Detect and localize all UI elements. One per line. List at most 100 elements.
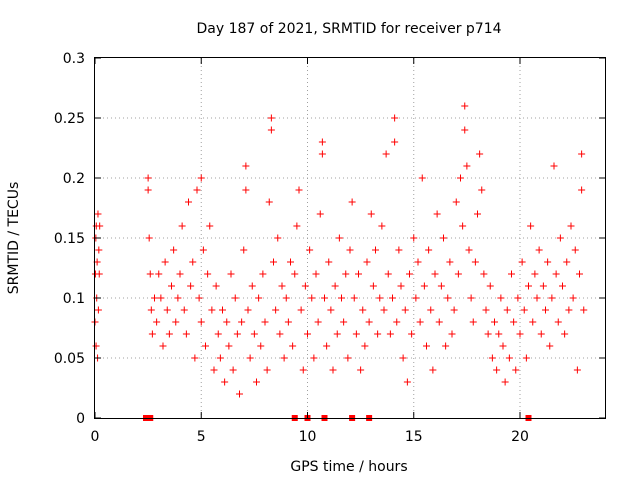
y-tick-label: 0.1 — [63, 291, 85, 307]
data-point — [231, 294, 239, 302]
data-point — [352, 330, 360, 338]
y-tick-labels: 0 0.05 0.1 0.15 0.2 0.25 0.3 — [54, 51, 85, 427]
data-point — [145, 234, 153, 242]
data-point — [199, 246, 207, 254]
data-point — [440, 234, 447, 242]
data-point — [174, 294, 182, 302]
data-point — [491, 318, 498, 326]
data-point — [229, 366, 237, 374]
y-tick-label: 0.15 — [54, 231, 85, 247]
data-point — [240, 246, 248, 254]
data-point — [225, 342, 233, 350]
data-point — [503, 306, 511, 314]
data-point — [301, 282, 309, 290]
data-point — [287, 258, 294, 266]
data-point — [569, 294, 577, 302]
data-point — [172, 318, 180, 326]
data-point — [561, 330, 569, 338]
data-point — [242, 162, 250, 170]
x-tick-label: 0 — [91, 429, 100, 445]
data-point — [529, 318, 537, 326]
data-point — [395, 246, 403, 254]
data-point — [187, 282, 195, 290]
data-point — [518, 258, 526, 266]
data-point — [255, 294, 263, 302]
data-point — [94, 210, 102, 218]
data-point — [476, 150, 484, 158]
data-point — [376, 294, 384, 302]
data-point — [425, 246, 433, 254]
data-point — [429, 366, 437, 374]
y-tick-label: 0.05 — [54, 351, 85, 367]
data-point — [151, 294, 158, 302]
data-point — [484, 330, 492, 338]
data-point — [448, 330, 456, 338]
data-point — [539, 282, 547, 290]
data-point — [480, 270, 488, 278]
data-point — [333, 330, 341, 338]
data-point — [282, 294, 290, 302]
data-point — [423, 342, 430, 350]
data-point — [92, 342, 100, 350]
x-tick-labels: 0 5 10 15 20 — [91, 429, 529, 445]
data-point — [212, 282, 220, 290]
data-point — [223, 318, 231, 326]
data-point — [176, 270, 184, 278]
data-point — [369, 282, 377, 290]
data-point — [461, 102, 469, 110]
data-point — [416, 318, 424, 326]
data-point — [412, 294, 420, 302]
data-point — [355, 270, 362, 278]
data-point — [437, 282, 445, 290]
data-point — [208, 306, 216, 314]
data-point — [514, 294, 522, 302]
data-point — [263, 366, 271, 374]
data-point — [482, 306, 490, 314]
data-point — [216, 354, 224, 362]
x-tick-label: 10 — [299, 429, 317, 445]
axis-ticks — [94, 57, 605, 419]
data-point — [178, 222, 186, 230]
data-point — [318, 138, 326, 146]
data-point — [420, 282, 428, 290]
data-point — [414, 258, 422, 266]
data-point — [565, 306, 573, 314]
data-point — [495, 330, 503, 338]
data-point — [499, 342, 507, 350]
data-point — [359, 306, 367, 314]
data-point — [293, 222, 301, 230]
data-point — [478, 186, 486, 194]
data-point — [520, 306, 528, 314]
data-point — [161, 258, 169, 266]
data-point — [357, 366, 365, 374]
data-point — [535, 246, 543, 254]
data-point — [467, 294, 475, 302]
data-point — [272, 306, 280, 314]
data-point — [554, 318, 562, 326]
data-point — [435, 318, 443, 326]
data-point — [304, 330, 311, 338]
data-point — [474, 210, 481, 218]
data-point — [531, 270, 539, 278]
data-point — [363, 258, 371, 266]
data-point — [314, 318, 322, 326]
data-point — [157, 294, 165, 302]
data-point — [444, 294, 452, 302]
data-point — [372, 246, 379, 254]
data-point — [463, 162, 471, 170]
plot-frame — [94, 57, 606, 419]
data-point — [291, 270, 299, 278]
data-point — [329, 366, 337, 374]
data-point — [331, 282, 339, 290]
data-point — [408, 330, 416, 338]
data-point — [497, 294, 505, 302]
data-point — [348, 198, 356, 206]
data-point — [382, 150, 390, 158]
y-tick-label: 0 — [76, 411, 85, 427]
data-point — [393, 318, 401, 326]
data-point — [193, 186, 201, 194]
data-point — [378, 222, 386, 230]
data-point — [257, 342, 265, 350]
data-point — [469, 318, 477, 326]
data-point — [459, 222, 467, 230]
